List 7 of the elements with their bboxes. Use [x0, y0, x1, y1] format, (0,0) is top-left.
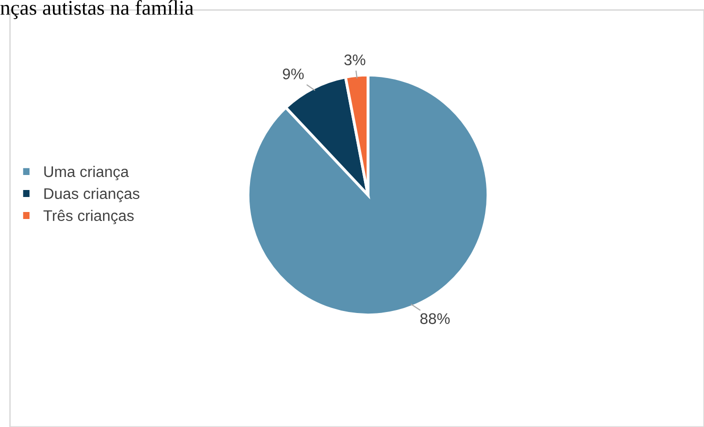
data-label: 9% — [282, 68, 304, 80]
legend-label: Uma criança — [44, 166, 129, 180]
legend-label: Duas crianças — [44, 188, 140, 202]
data-label: 3% — [344, 54, 366, 66]
legend-label: Três crianças — [43, 210, 134, 224]
chart-title: nças autistas na família — [0, 0, 194, 20]
data-label: 88% — [420, 313, 450, 324]
